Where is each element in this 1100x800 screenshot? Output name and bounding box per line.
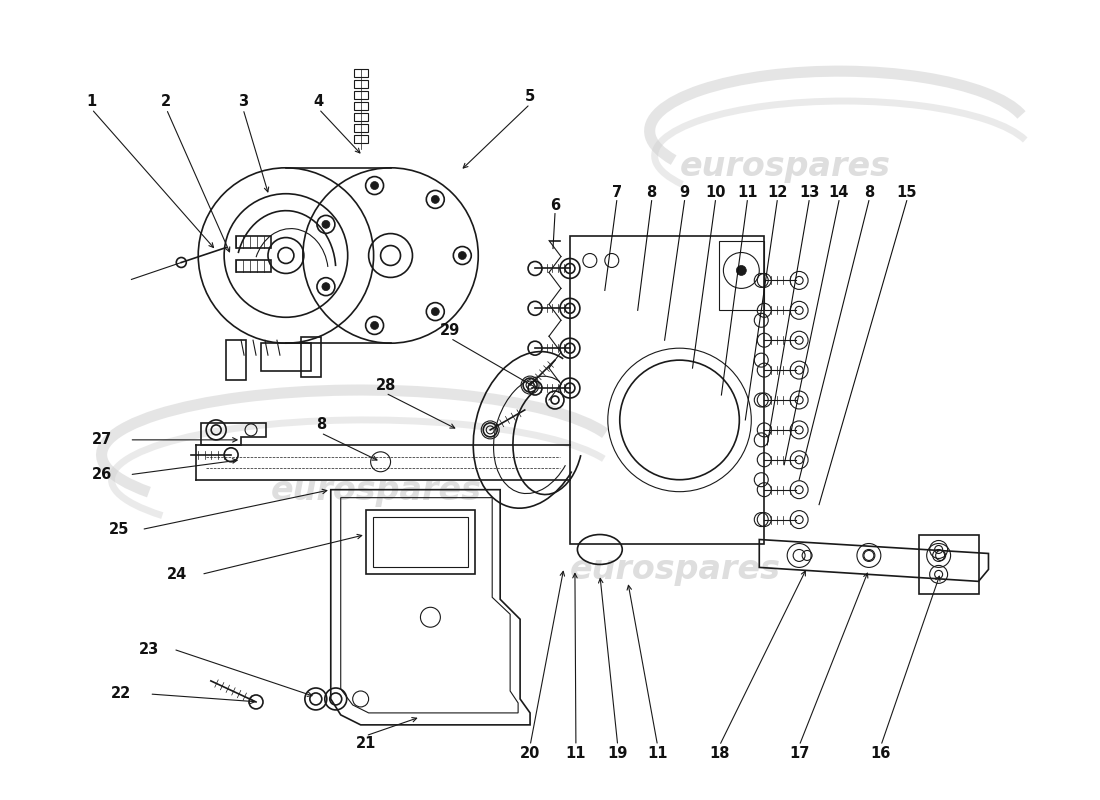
Text: 16: 16 [871, 746, 891, 762]
Text: 24: 24 [167, 567, 187, 582]
Text: 23: 23 [140, 642, 159, 657]
Text: 9: 9 [680, 186, 690, 200]
Text: 11: 11 [737, 186, 758, 200]
Circle shape [371, 322, 378, 330]
Circle shape [431, 195, 439, 203]
Circle shape [736, 266, 746, 275]
Bar [301, 338, 321, 377]
Text: 15: 15 [896, 186, 917, 200]
Bar [354, 124, 367, 132]
Text: 2: 2 [162, 94, 172, 109]
Text: 18: 18 [710, 746, 729, 762]
Text: 14: 14 [828, 186, 849, 200]
Text: 26: 26 [91, 467, 112, 482]
Bar [354, 135, 367, 143]
Text: 4: 4 [314, 94, 323, 109]
Bar [227, 340, 246, 380]
Text: 8: 8 [647, 186, 657, 200]
Text: 8: 8 [864, 186, 874, 200]
Text: 10: 10 [705, 186, 726, 200]
Text: eurospares: eurospares [680, 150, 891, 182]
Text: 28: 28 [375, 378, 396, 393]
Text: 6: 6 [550, 198, 560, 213]
Text: 27: 27 [91, 432, 112, 447]
Bar [354, 69, 367, 77]
Text: 21: 21 [355, 736, 376, 751]
Bar [354, 91, 367, 99]
Text: 1: 1 [87, 94, 97, 109]
Text: 12: 12 [767, 186, 788, 200]
Text: 5: 5 [525, 89, 536, 103]
Text: eurospares: eurospares [271, 474, 482, 506]
Circle shape [371, 182, 378, 190]
Text: 25: 25 [109, 522, 130, 537]
Text: 29: 29 [440, 322, 461, 338]
Circle shape [936, 550, 946, 561]
Circle shape [322, 282, 330, 290]
Circle shape [802, 550, 812, 561]
Text: 20: 20 [520, 746, 540, 762]
Text: 19: 19 [607, 746, 628, 762]
Text: 17: 17 [789, 746, 810, 762]
Bar [354, 113, 367, 121]
Text: 8: 8 [316, 418, 326, 433]
Bar [354, 102, 367, 110]
Circle shape [431, 308, 439, 315]
Bar [365, 510, 475, 574]
Bar [354, 80, 367, 88]
Text: 11: 11 [565, 746, 586, 762]
Circle shape [864, 550, 873, 561]
Text: eurospares: eurospares [570, 554, 781, 586]
Circle shape [322, 220, 330, 228]
Text: 11: 11 [648, 746, 668, 762]
Bar [719, 241, 764, 310]
Text: 7: 7 [612, 186, 621, 200]
Bar [373, 517, 469, 567]
Bar [918, 534, 979, 594]
Text: 3: 3 [238, 94, 249, 109]
Text: 13: 13 [799, 186, 820, 200]
Circle shape [459, 251, 466, 259]
Text: 22: 22 [111, 686, 132, 702]
